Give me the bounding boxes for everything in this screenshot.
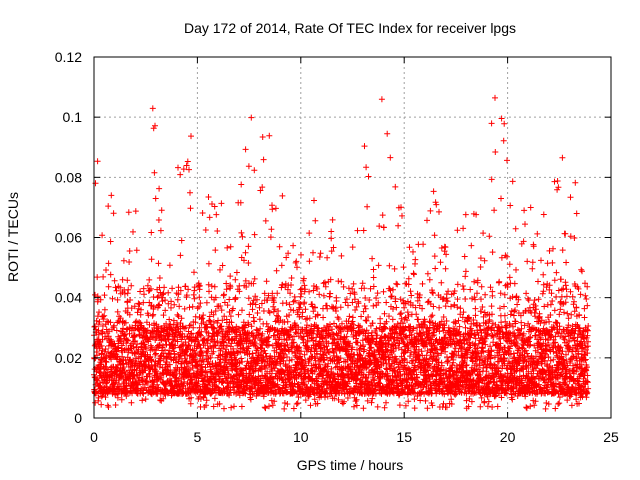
plot-frame: [93, 56, 612, 419]
x-tick-label: 5: [194, 429, 202, 445]
x-axis-label: GPS time / hours: [297, 457, 404, 473]
x-tick-label: 15: [396, 429, 412, 445]
axis-ticks: 0 5 10 15 20 25 0 0.02 0.04 0.06 0.08 0.1 0.12: [55, 49, 619, 445]
y-tick-label: 0.1: [63, 109, 83, 125]
chart-title: Day 172 of 2014, Rate Of TEC Index for r…: [184, 20, 516, 36]
y-tick-label: 0.08: [55, 169, 82, 185]
x-tick-label: 0: [90, 429, 98, 445]
x-tick-label: 25: [603, 429, 619, 445]
y-tick-label: 0.04: [55, 290, 82, 306]
y-tick-label: 0: [74, 410, 82, 426]
x-tick-label: 10: [293, 429, 309, 445]
roti-series-markers: [91, 94, 592, 412]
x-tick-label: 20: [500, 429, 516, 445]
y-axis-label: ROTI / TECUs: [5, 192, 21, 282]
y-tick-label: 0.02: [55, 350, 82, 366]
data-points: [91, 94, 592, 412]
y-tick-label: 0.06: [55, 230, 82, 246]
y-tick-label: 0.12: [55, 49, 82, 65]
